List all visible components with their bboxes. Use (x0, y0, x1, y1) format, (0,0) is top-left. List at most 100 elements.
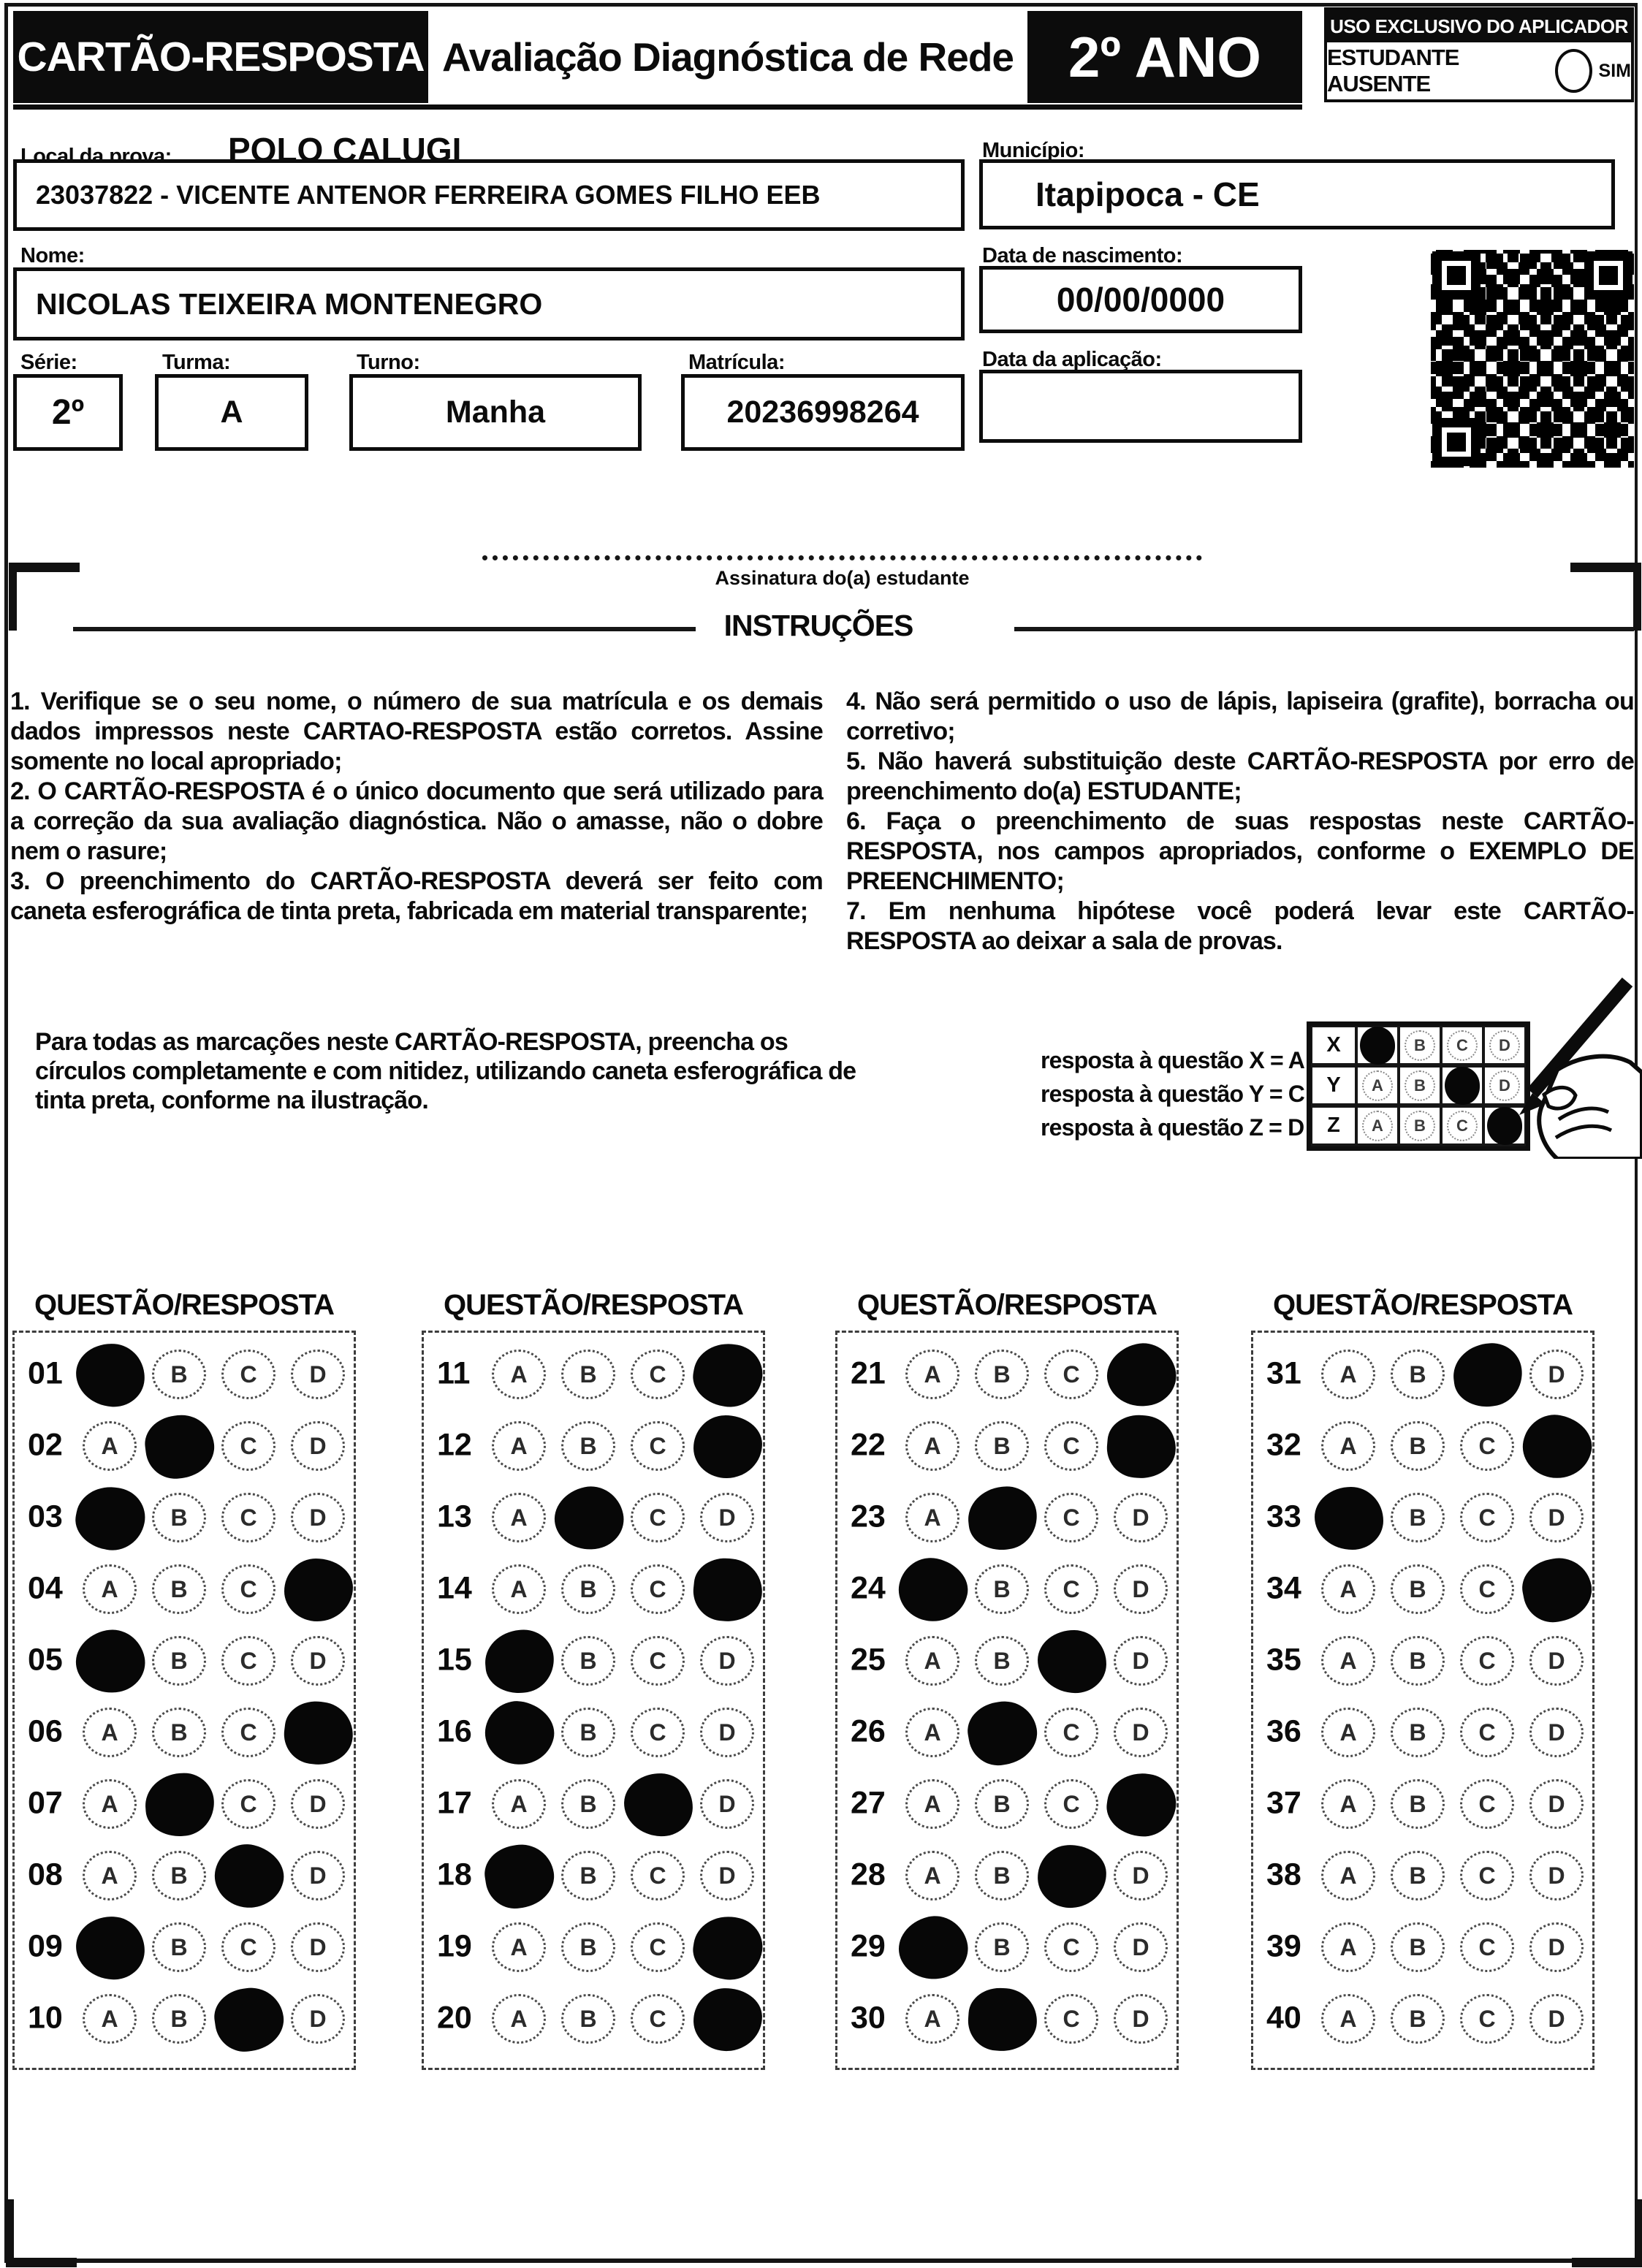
bubble-39-C[interactable]: C (1460, 1922, 1514, 1972)
bubble-06-A[interactable]: A (83, 1708, 137, 1757)
bubble-28-D[interactable]: D (1114, 1851, 1168, 1900)
bubble-38-A[interactable]: A (1321, 1851, 1375, 1900)
bubble-07-C[interactable]: C (221, 1779, 275, 1829)
bubble-36-B[interactable]: B (1391, 1708, 1445, 1757)
bubble-40-D[interactable]: D (1529, 1994, 1584, 2044)
bubble-09-A[interactable]: A (74, 1914, 147, 1982)
bubble-05-C[interactable]: C (221, 1636, 275, 1686)
bubble-30-D[interactable]: D (1114, 1994, 1168, 2044)
bubble-36-A[interactable]: A (1321, 1708, 1375, 1757)
bubble-24-C[interactable]: C (1044, 1564, 1098, 1614)
bubble-30-A[interactable]: A (905, 1994, 959, 2044)
bubble-25-B[interactable]: B (975, 1636, 1029, 1686)
bubble-20-D[interactable]: D (692, 1987, 764, 2052)
bubble-26-C[interactable]: C (1044, 1708, 1098, 1757)
bubble-14-C[interactable]: C (631, 1564, 685, 1614)
bubble-25-A[interactable]: A (905, 1636, 959, 1686)
bubble-20-B[interactable]: B (561, 1994, 615, 2044)
bubble-39-A[interactable]: A (1321, 1922, 1375, 1972)
bubble-04-C[interactable]: C (221, 1564, 275, 1614)
bubble-10-B[interactable]: B (152, 1994, 206, 2044)
bubble-26-B[interactable]: B (963, 1696, 1042, 1770)
bubble-16-D[interactable]: D (700, 1708, 754, 1757)
bubble-08-D[interactable]: D (291, 1851, 345, 1900)
bubble-12-A[interactable]: A (492, 1421, 546, 1471)
bubble-27-D[interactable]: D (1103, 1768, 1180, 1841)
bubble-17-C[interactable]: C (623, 1772, 694, 1838)
bubble-20-C[interactable]: C (631, 1994, 685, 2044)
bubble-02-A[interactable]: A (83, 1421, 137, 1471)
bubble-06-B[interactable]: B (152, 1708, 206, 1757)
bubble-09-C[interactable]: C (221, 1922, 275, 1972)
bubble-19-C[interactable]: C (631, 1922, 685, 1972)
bubble-18-C[interactable]: C (631, 1851, 685, 1900)
bubble-12-C[interactable]: C (631, 1421, 685, 1471)
bubble-28-B[interactable]: B (975, 1851, 1029, 1900)
bubble-09-B[interactable]: B (152, 1922, 206, 1972)
bubble-27-C[interactable]: C (1044, 1779, 1098, 1829)
bubble-29-A[interactable]: A (892, 1909, 975, 1987)
bubble-34-B[interactable]: B (1391, 1564, 1445, 1614)
bubble-32-D[interactable]: D (1517, 1409, 1597, 1485)
bubble-03-C[interactable]: C (221, 1493, 275, 1542)
bubble-35-A[interactable]: A (1321, 1636, 1375, 1686)
bubble-01-A[interactable]: A (74, 1341, 147, 1409)
bubble-11-A[interactable]: A (492, 1350, 546, 1399)
bubble-02-D[interactable]: D (291, 1421, 345, 1471)
bubble-12-D[interactable]: D (693, 1415, 763, 1479)
bubble-35-D[interactable]: D (1529, 1636, 1584, 1686)
bubble-17-A[interactable]: A (492, 1779, 546, 1829)
bubble-13-A[interactable]: A (492, 1493, 546, 1542)
bubble-25-C[interactable]: C (1037, 1629, 1107, 1694)
bubble-16-B[interactable]: B (561, 1708, 615, 1757)
bubble-13-B[interactable]: B (549, 1480, 629, 1556)
bubble-07-B[interactable]: B (143, 1770, 216, 1839)
bubble-16-C[interactable]: C (631, 1708, 685, 1757)
bubble-22-C[interactable]: C (1044, 1421, 1098, 1471)
bubble-24-B[interactable]: B (975, 1564, 1029, 1614)
bubble-05-B[interactable]: B (152, 1636, 206, 1686)
bubble-31-B[interactable]: B (1391, 1350, 1445, 1399)
bubble-28-A[interactable]: A (905, 1851, 959, 1900)
bubble-23-A[interactable]: A (905, 1493, 959, 1542)
bubble-18-B[interactable]: B (561, 1851, 615, 1900)
bubble-11-B[interactable]: B (561, 1350, 615, 1399)
bubble-18-A[interactable]: A (480, 1840, 559, 1913)
bubble-32-B[interactable]: B (1391, 1421, 1445, 1471)
bubble-27-A[interactable]: A (905, 1779, 959, 1829)
bubble-39-D[interactable]: D (1529, 1922, 1584, 1972)
bubble-04-B[interactable]: B (152, 1564, 206, 1614)
bubble-34-D[interactable]: D (1517, 1552, 1597, 1628)
bubble-04-D[interactable]: D (284, 1559, 353, 1621)
bubble-24-D[interactable]: D (1114, 1564, 1168, 1614)
bubble-25-D[interactable]: D (1114, 1636, 1168, 1686)
bubble-37-B[interactable]: B (1391, 1779, 1445, 1829)
bubble-31-C[interactable]: C (1450, 1339, 1526, 1411)
bubble-27-B[interactable]: B (975, 1779, 1029, 1829)
bubble-14-A[interactable]: A (492, 1564, 546, 1614)
bubble-23-B[interactable]: B (965, 1483, 1041, 1553)
bubble-13-D[interactable]: D (700, 1493, 754, 1542)
bubble-21-C[interactable]: C (1044, 1350, 1098, 1399)
bubble-36-D[interactable]: D (1529, 1708, 1584, 1757)
bubble-16-A[interactable]: A (479, 1694, 560, 1772)
bubble-30-C[interactable]: C (1044, 1994, 1098, 2044)
bubble-14-B[interactable]: B (561, 1564, 615, 1614)
bubble-21-D[interactable]: D (1101, 1336, 1182, 1414)
bubble-10-A[interactable]: A (83, 1994, 137, 2044)
bubble-31-D[interactable]: D (1529, 1350, 1584, 1399)
bubble-34-A[interactable]: A (1321, 1564, 1375, 1614)
bubble-23-D[interactable]: D (1114, 1493, 1168, 1542)
bubble-08-A[interactable]: A (83, 1851, 137, 1900)
bubble-33-B[interactable]: B (1391, 1493, 1445, 1542)
bubble-35-B[interactable]: B (1391, 1636, 1445, 1686)
bubble-29-D[interactable]: D (1114, 1922, 1168, 1972)
bubble-22-D[interactable]: D (1104, 1412, 1179, 1481)
bubble-07-D[interactable]: D (291, 1779, 345, 1829)
bubble-19-B[interactable]: B (561, 1922, 615, 1972)
bubble-30-B[interactable]: B (966, 1985, 1039, 2054)
bubble-32-C[interactable]: C (1460, 1421, 1514, 1471)
bubble-36-C[interactable]: C (1460, 1708, 1514, 1757)
bubble-07-A[interactable]: A (83, 1779, 137, 1829)
bubble-29-C[interactable]: C (1044, 1922, 1098, 1972)
